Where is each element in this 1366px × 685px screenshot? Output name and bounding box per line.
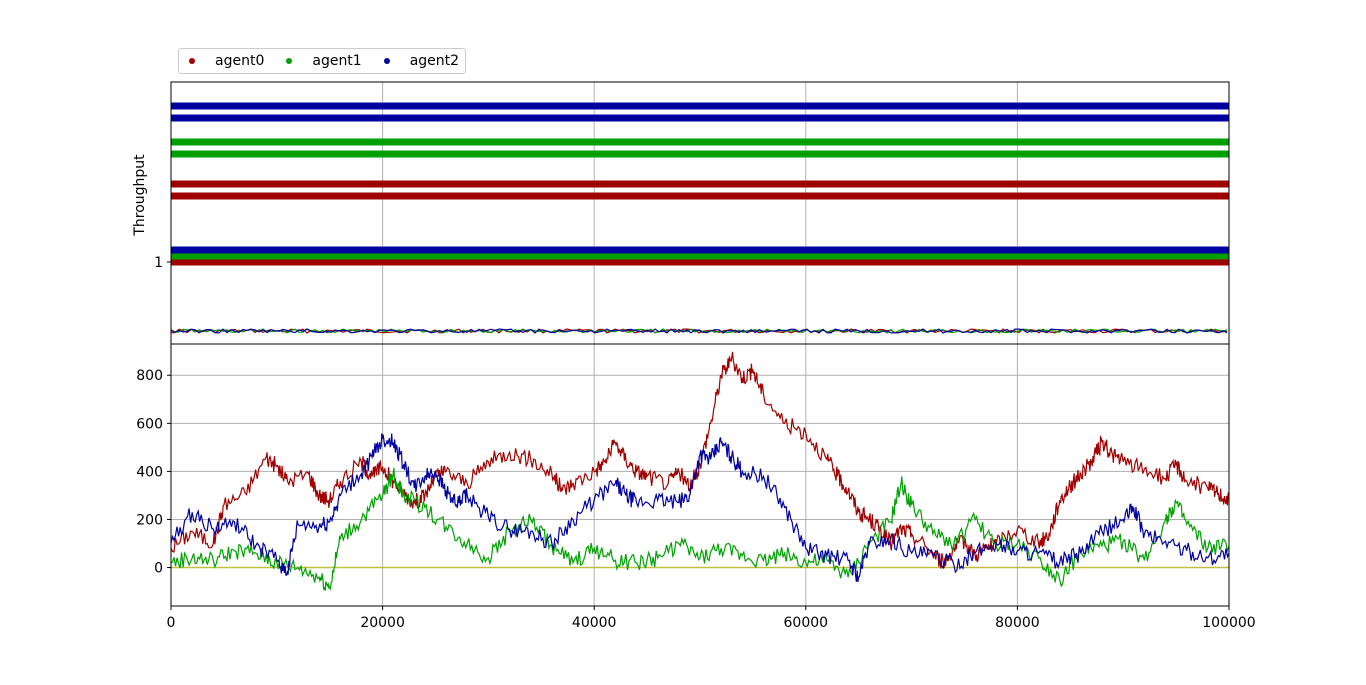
ytick-label: 0: [154, 561, 163, 577]
bottom-axes-frame: [170, 343, 1230, 607]
xtick-label: 40000: [572, 615, 617, 631]
ytick-label: 400: [136, 464, 163, 480]
legend-label-agent2: agent2: [409, 53, 460, 69]
top-axes: 1 Throughput: [132, 81, 1230, 345]
series-line-agent2: [171, 433, 1229, 583]
baseline-line-agent2: [170, 328, 1228, 334]
xtick-label: 20000: [360, 615, 405, 631]
bottom-axes: 0 20000 40000 60000 80000 100000 0 200 400 600 800: [136, 343, 1256, 631]
ytick-label: 600: [136, 416, 163, 432]
legend-item-agent1: agent1: [286, 53, 362, 69]
legend-item-agent2: agent2: [383, 53, 460, 69]
legend-label-agent0: agent0: [215, 53, 265, 69]
legend-label-agent1: agent1: [312, 53, 362, 69]
legend-item-agent0: agent0: [189, 53, 264, 69]
xtick-label: 80000: [995, 615, 1040, 631]
top-ytick-label: 1: [154, 255, 163, 271]
series-line-agent1: [171, 467, 1229, 592]
legend: agent0 agent1 agent2: [178, 48, 467, 74]
xtick-label: 60000: [784, 615, 829, 631]
ytick-label: 200: [136, 512, 163, 528]
xtick-label: 100000: [1202, 615, 1255, 631]
top-ylabel: Throughput: [132, 154, 148, 237]
ytick-label: 800: [136, 368, 163, 384]
legend-marker-agent2: [383, 58, 390, 64]
series-line-agent0: [171, 351, 1229, 569]
legend-marker-agent0: [189, 58, 195, 64]
legend-marker-agent1: [286, 58, 293, 64]
xtick-label: 0: [167, 615, 176, 631]
